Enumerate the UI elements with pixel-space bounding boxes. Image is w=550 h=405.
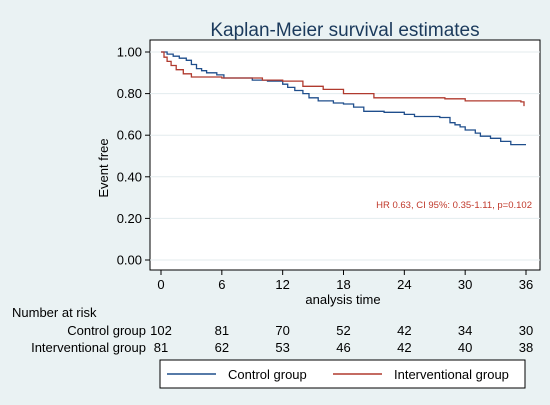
y-tick-label: 0.60 (117, 128, 142, 143)
legend-label-interventional: Interventional group (394, 367, 509, 382)
x-axis-label: analysis time (305, 292, 380, 307)
risk-value: 46 (336, 340, 350, 355)
y-axis-label: Event free (96, 138, 111, 197)
x-tick-label: 18 (336, 277, 350, 292)
survival-curve-interventional (161, 51, 525, 107)
risk-value: 38 (519, 340, 533, 355)
risk-value: 34 (458, 323, 472, 338)
survival-curve-control (161, 51, 526, 146)
y-tick-label: 0.20 (117, 211, 142, 226)
risk-row-label-control: Control group (67, 323, 146, 338)
risk-value: 81 (154, 340, 168, 355)
risk-value: 81 (215, 323, 229, 338)
plot-area (149, 39, 541, 271)
risk-value: 70 (275, 323, 289, 338)
x-tick-label: 24 (397, 277, 411, 292)
risk-value: 40 (458, 340, 472, 355)
y-tick-label: 0.80 (117, 86, 142, 101)
y-tick-label: 0.00 (117, 253, 142, 268)
risk-value: 53 (275, 340, 289, 355)
risk-value: 52 (336, 323, 350, 338)
x-tick-label: 30 (458, 277, 472, 292)
y-tick-label: 0.40 (117, 169, 142, 184)
hazard-ratio-annotation: HR 0.63, CI 95%: 0.35-1.11, p=0.102 (376, 200, 532, 211)
risk-value: 42 (397, 340, 411, 355)
legend-label-control: Control group (228, 367, 307, 382)
x-tick-label: 12 (275, 277, 289, 292)
risk-value: 102 (150, 323, 172, 338)
chart-title: Kaplan-Meier survival estimates (210, 20, 479, 41)
risk-value: 62 (215, 340, 229, 355)
risk-row-label-interventional: Interventional group (31, 340, 146, 355)
x-tick-label: 0 (157, 277, 164, 292)
x-tick-label: 36 (519, 277, 533, 292)
risk-table-title: Number at risk (12, 305, 97, 320)
x-tick-label: 6 (218, 277, 225, 292)
y-tick-label: 1.00 (117, 45, 142, 60)
risk-value: 30 (519, 323, 533, 338)
risk-value: 42 (397, 323, 411, 338)
